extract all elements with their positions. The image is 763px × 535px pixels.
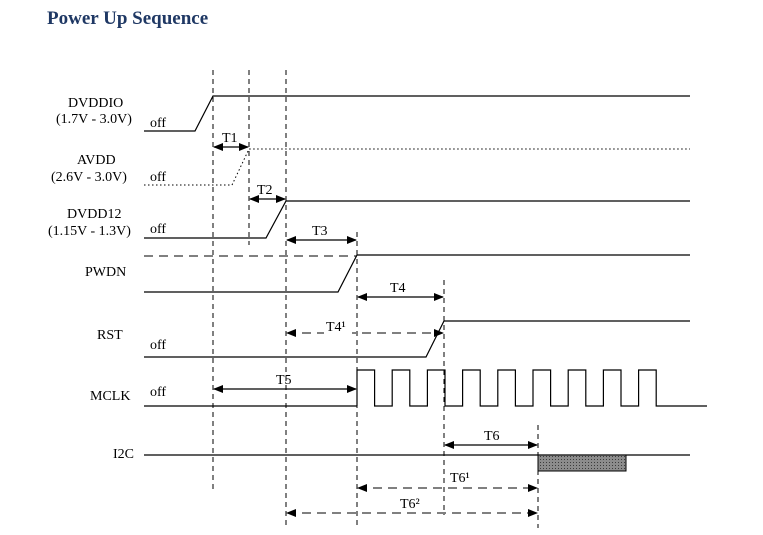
- t5-label: T5: [276, 373, 292, 388]
- dvddio-label: DVDDIO: [68, 96, 123, 111]
- page-title: Power Up Sequence: [47, 8, 209, 29]
- t6-double-prime-label: T6²: [400, 497, 420, 512]
- avdd-off-label: off: [150, 170, 166, 185]
- t4-prime-label-bg: [324, 318, 352, 334]
- pwdn-waveform: [144, 254, 690, 293]
- rst-waveform: [144, 320, 690, 358]
- avdd-label: AVDD: [77, 153, 116, 168]
- avdd-waveform: [144, 148, 690, 186]
- pwdn-label: PWDN: [85, 265, 126, 280]
- dvddio-waveform: [144, 95, 690, 132]
- rst-label: RST: [97, 328, 123, 343]
- mclk-waveform: [356, 369, 707, 407]
- dvdd12-label: DVDD12: [67, 207, 121, 222]
- dvddio-off-label: off: [150, 116, 166, 131]
- dvddio-range: (1.7V - 3.0V): [56, 112, 132, 127]
- avdd-range: (2.6V - 3.0V): [51, 170, 127, 185]
- t6-prime-label: T6¹: [450, 471, 470, 486]
- rst-off-label: off: [150, 338, 166, 353]
- i2c-activity-block: [537, 454, 627, 472]
- t3-label: T3: [312, 224, 328, 239]
- t1-label: T1: [222, 131, 238, 146]
- dvdd12-waveform: [144, 200, 690, 239]
- t4-label: T4: [390, 281, 406, 296]
- mclk-off-label: off: [150, 385, 166, 400]
- dvdd12-off-label: off: [150, 222, 166, 237]
- t6-double-prime-label-bg: [398, 496, 424, 511]
- dvdd12-range: (1.15V - 1.3V): [48, 224, 131, 239]
- t2-label: T2: [257, 183, 273, 198]
- t6-prime-label-bg: [448, 470, 474, 485]
- t4-prime-label: T4¹: [326, 320, 346, 335]
- mclk-label: MCLK: [90, 389, 130, 404]
- i2c-label: I2C: [113, 447, 134, 462]
- t6-label: T6: [484, 429, 500, 444]
